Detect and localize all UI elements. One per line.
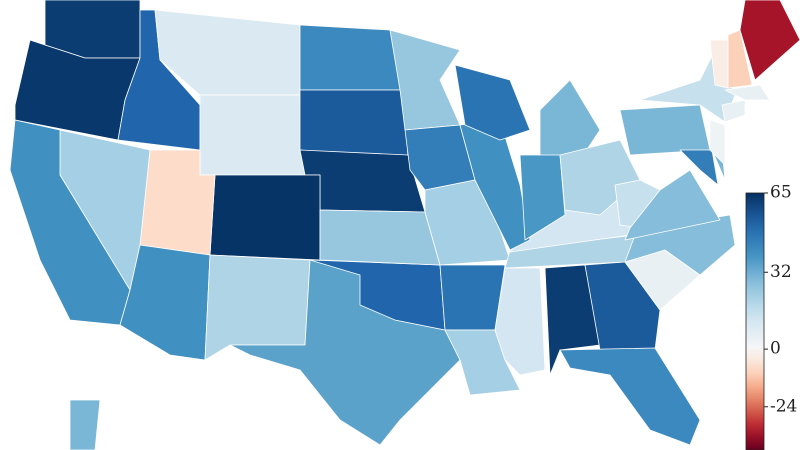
state [559, 347, 701, 446]
state [721, 99, 746, 123]
state [199, 94, 306, 176]
state [299, 24, 406, 91]
colorbar-gradient [745, 192, 765, 450]
colorbar-tick-label: 0 [770, 339, 781, 359]
colorbar-tick-label: 65 [770, 183, 792, 203]
state [539, 79, 601, 161]
state [624, 169, 721, 241]
state [519, 154, 566, 241]
state [544, 264, 601, 376]
state [709, 119, 726, 166]
state [209, 174, 321, 261]
state [454, 64, 531, 141]
state [619, 104, 711, 156]
colorbar-tick-label: 32 [770, 262, 792, 282]
state [727, 29, 753, 89]
state [679, 149, 719, 186]
colorbar-tick-label: -24 [770, 396, 797, 416]
state [204, 254, 311, 361]
state [494, 267, 546, 376]
state [439, 264, 506, 331]
state [299, 89, 409, 161]
state [739, 0, 800, 81]
colorbar: 65 32 0 -24 [745, 183, 797, 450]
state [69, 399, 101, 450]
state [319, 209, 441, 266]
states [9, 0, 800, 450]
state [724, 84, 771, 101]
